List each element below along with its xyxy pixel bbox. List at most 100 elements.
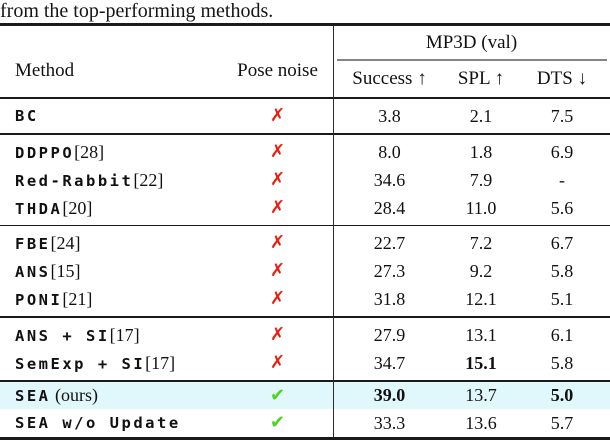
metric-value: 13.7	[465, 385, 497, 405]
metric-value: 39.0	[373, 385, 406, 405]
method-name: SEA w/o Update	[15, 414, 181, 432]
section-rule	[0, 224, 610, 226]
pose-noise-cell: ✗	[222, 138, 333, 166]
section-rule	[0, 316, 610, 318]
table-row: ANS + SI[17] ✗ 27.9 13.1 6.1	[0, 321, 610, 349]
table-row: Red-Rabbit[22] ✗ 34.6 7.9 -	[0, 166, 610, 194]
table-row: SemExp + SI[17] ✗ 34.7 15.1 5.8	[0, 349, 610, 377]
method-group-1: DDPPO[28] ✗ 8.0 1.8 6.9 Red-Rabbit[22] ✗ 34.6 7.…	[0, 135, 610, 225]
metric-value: 6.9	[550, 141, 574, 162]
pose-noise-cell: ✗	[222, 257, 333, 285]
method-cell: ANS[15]	[0, 257, 222, 285]
cross-icon: ✗	[269, 232, 286, 253]
method-citation: [17]	[109, 324, 140, 345]
method-group-0: BC ✗ 3.8 2.1 7.5	[0, 99, 610, 133]
method-name: PONI	[15, 291, 63, 309]
method-name: Red-Rabbit	[15, 171, 134, 190]
method-cell: ANS + SI[17]	[0, 321, 222, 349]
method-citation: [22]	[133, 169, 164, 190]
metric-value: 9.2	[469, 261, 493, 281]
table-row: THDA[20] ✗ 28.4 11.0 5.6	[0, 194, 610, 222]
pose-noise-cell: ✗	[222, 194, 333, 222]
cross-icon: ✗	[269, 196, 286, 218]
column-header-pose-noise: Pose noise	[237, 60, 318, 81]
metric-value: 5.7	[550, 413, 574, 433]
table-body: BC ✗ 3.8 2.1 7.5 DDPPO[28] ✗ 8.0 1.8 6.9 Red-Rabbi…	[0, 99, 610, 437]
method-name: SEA	[15, 387, 51, 405]
method-name: DDPPO	[15, 143, 75, 162]
group-header-mp3d-val: MP3D (val)	[425, 31, 518, 53]
cross-icon: ✗	[269, 105, 286, 126]
metric-headers: Success ↑ SPL ↑ DTS ↓	[333, 61, 610, 98]
column-header-dts: DTS ↓	[536, 67, 588, 89]
cross-icon: ✗	[269, 168, 286, 190]
pose-noise-cell: ✗	[222, 321, 333, 349]
method-group-4: SEA (ours) ✔ 39.0 13.7 5.0 SEA w/o Update ✔ 33.…	[0, 382, 610, 437]
metric-value: 31.8	[373, 289, 406, 309]
metric-value: 5.0	[550, 385, 574, 405]
cross-icon: ✗	[269, 323, 286, 345]
metric-value: 5.1	[550, 289, 574, 309]
metric-value: 1.8	[469, 141, 493, 162]
method-cell: BC	[0, 102, 222, 130]
header-rule	[0, 97, 610, 99]
table-header: Method Pose noise MP3D (val) Success ↑ SP…	[0, 26, 610, 97]
method-cell: SemExp + SI[17]	[0, 349, 222, 377]
metric-value: 27.9	[373, 324, 406, 345]
section-rule	[0, 133, 610, 135]
vertical-divider-rule	[333, 26, 335, 437]
table-row: PONI[21] ✗ 31.8 12.1 5.1	[0, 285, 610, 313]
metric-value: 34.6	[373, 169, 406, 190]
table-row: BC ✗ 3.8 2.1 7.5	[0, 102, 610, 130]
pose-noise-cell: ✗	[222, 285, 333, 313]
check-icon: ✔	[269, 385, 286, 406]
metric-value: 13.1	[465, 324, 497, 345]
method-citation: [20]	[62, 197, 93, 218]
pose-noise-cell: ✔	[222, 409, 333, 437]
pose-noise-cell: ✗	[222, 349, 333, 377]
pose-noise-cell: ✗	[222, 102, 333, 130]
method-cell: Red-Rabbit[22]	[0, 166, 222, 194]
method-citation: [28]	[74, 141, 105, 162]
method-cell: THDA[20]	[0, 194, 222, 222]
cross-icon: ✗	[269, 140, 286, 162]
metric-value: 6.7	[550, 233, 574, 253]
method-name: THDA	[15, 199, 63, 218]
pose-noise-cell: ✗	[222, 166, 333, 194]
metric-value: 22.7	[373, 233, 406, 253]
column-header-success: Success ↑	[352, 67, 427, 89]
pose-noise-cell: ✗	[222, 229, 333, 257]
method-cell: FBE[24]	[0, 229, 222, 257]
metric-value: 7.5	[550, 106, 574, 126]
metric-value: 11.0	[465, 197, 497, 218]
bottom-rule	[0, 437, 610, 440]
metric-value: -	[559, 169, 565, 190]
header-group-mp3d: MP3D (val) Success ↑ SPL ↑ DTS ↓	[333, 26, 610, 97]
top-rule	[0, 23, 610, 26]
column-header-spl: SPL ↑	[457, 67, 505, 89]
cross-icon: ✗	[269, 351, 286, 373]
pose-noise-cell: ✔	[222, 382, 333, 409]
metric-value: 5.8	[550, 261, 574, 281]
method-citation: [17]	[145, 352, 176, 373]
metric-value: 28.4	[373, 197, 406, 218]
metric-value: 34.7	[373, 352, 406, 373]
table-row: SEA (ours) ✔ 39.0 13.7 5.0	[0, 382, 610, 409]
method-cell: SEA w/o Update	[0, 409, 222, 437]
metric-value: 15.1	[465, 352, 497, 373]
table-row: FBE[24] ✗ 22.7 7.2 6.7	[0, 229, 610, 257]
metric-value: 27.3	[373, 261, 406, 281]
table-row: ANS[15] ✗ 27.3 9.2 5.8	[0, 257, 610, 285]
metric-value: 33.3	[373, 413, 406, 433]
method-name: BC	[15, 107, 39, 125]
table-row: DDPPO[28] ✗ 8.0 1.8 6.9	[0, 138, 610, 166]
method-name: FBE	[15, 235, 51, 253]
metric-value: 8.0	[378, 141, 401, 162]
method-citation: (ours)	[50, 385, 98, 405]
metric-value: 12.1	[465, 289, 497, 309]
method-group-2: FBE[24] ✗ 22.7 7.2 6.7 ANS[15] ✗ 27.3 9.2 5.8 PONI…	[0, 226, 610, 316]
method-cell: DDPPO[28]	[0, 138, 222, 166]
metric-value: 2.1	[469, 106, 493, 126]
metric-value: 7.2	[469, 233, 493, 253]
